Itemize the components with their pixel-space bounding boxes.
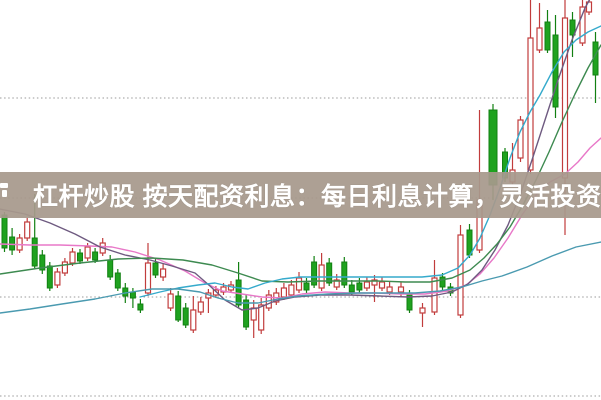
candle-up	[258, 304, 265, 331]
candle-up	[190, 309, 197, 331]
candle-down	[92, 251, 99, 261]
candle-up	[197, 301, 204, 313]
ma-teal	[0, 241, 601, 314]
edge-artifact-mark	[2, 190, 7, 197]
candle-down	[9, 236, 16, 251]
promo-banner: 杠杆炒股 按天配资利息：每日利息计算，灵活投资	[0, 172, 601, 218]
candle-up	[288, 284, 295, 296]
candle-down	[356, 282, 363, 291]
candle-down	[243, 299, 250, 328]
candle-down	[129, 291, 136, 299]
candle-up	[167, 293, 174, 309]
candle-up	[61, 261, 69, 274]
ma-green	[0, 44, 601, 283]
candle-down	[182, 307, 189, 326]
candle-down	[31, 237, 38, 267]
candle-up	[220, 286, 227, 293]
ma-purple	[0, 0, 591, 311]
promo-banner-text: 杠杆炒股 按天配资利息：每日利息计算，灵活投资	[33, 183, 601, 211]
candle-up	[212, 289, 219, 296]
candle-down	[552, 34, 559, 108]
candle-up	[84, 246, 91, 259]
candle-up	[295, 277, 303, 291]
candle-down	[406, 294, 413, 311]
candle-down	[175, 295, 182, 321]
candle-down	[326, 262, 333, 284]
candle-down	[39, 254, 46, 271]
candle-down	[311, 261, 318, 286]
candle-up	[144, 262, 152, 294]
candle-up	[250, 307, 257, 321]
ma-blue	[139, 25, 601, 298]
candle-up	[527, 37, 534, 171]
candle-up	[517, 119, 524, 159]
candle-down	[466, 229, 473, 256]
candle-down	[114, 272, 121, 289]
candle-down	[77, 252, 83, 262]
candle-down	[152, 262, 159, 276]
candle-up	[69, 251, 76, 264]
candle-up	[561, 17, 569, 179]
candle-up	[536, 27, 543, 51]
candle-down	[544, 21, 551, 51]
candle-down	[303, 282, 310, 291]
candle-down	[46, 265, 53, 289]
candle-up	[54, 271, 61, 286]
candle-down	[341, 261, 348, 286]
candle-up	[579, 6, 586, 44]
candle-down	[569, 19, 576, 36]
candle-up	[378, 281, 386, 289]
candle-up	[160, 268, 167, 278]
candle-up	[333, 279, 340, 288]
candle-down	[348, 284, 355, 293]
candle-up	[386, 286, 393, 293]
candle-up	[419, 307, 426, 314]
candle-up	[371, 279, 378, 286]
edge-artifact-mark	[0, 183, 8, 188]
candle-up	[397, 286, 405, 293]
candle-down	[1, 214, 8, 249]
candle-up	[280, 287, 287, 298]
candle-down	[107, 259, 114, 278]
candle-down	[137, 303, 144, 311]
candle-up	[24, 221, 31, 239]
candle-down	[235, 279, 242, 306]
candle-up	[363, 281, 370, 289]
candle-down	[439, 276, 446, 288]
